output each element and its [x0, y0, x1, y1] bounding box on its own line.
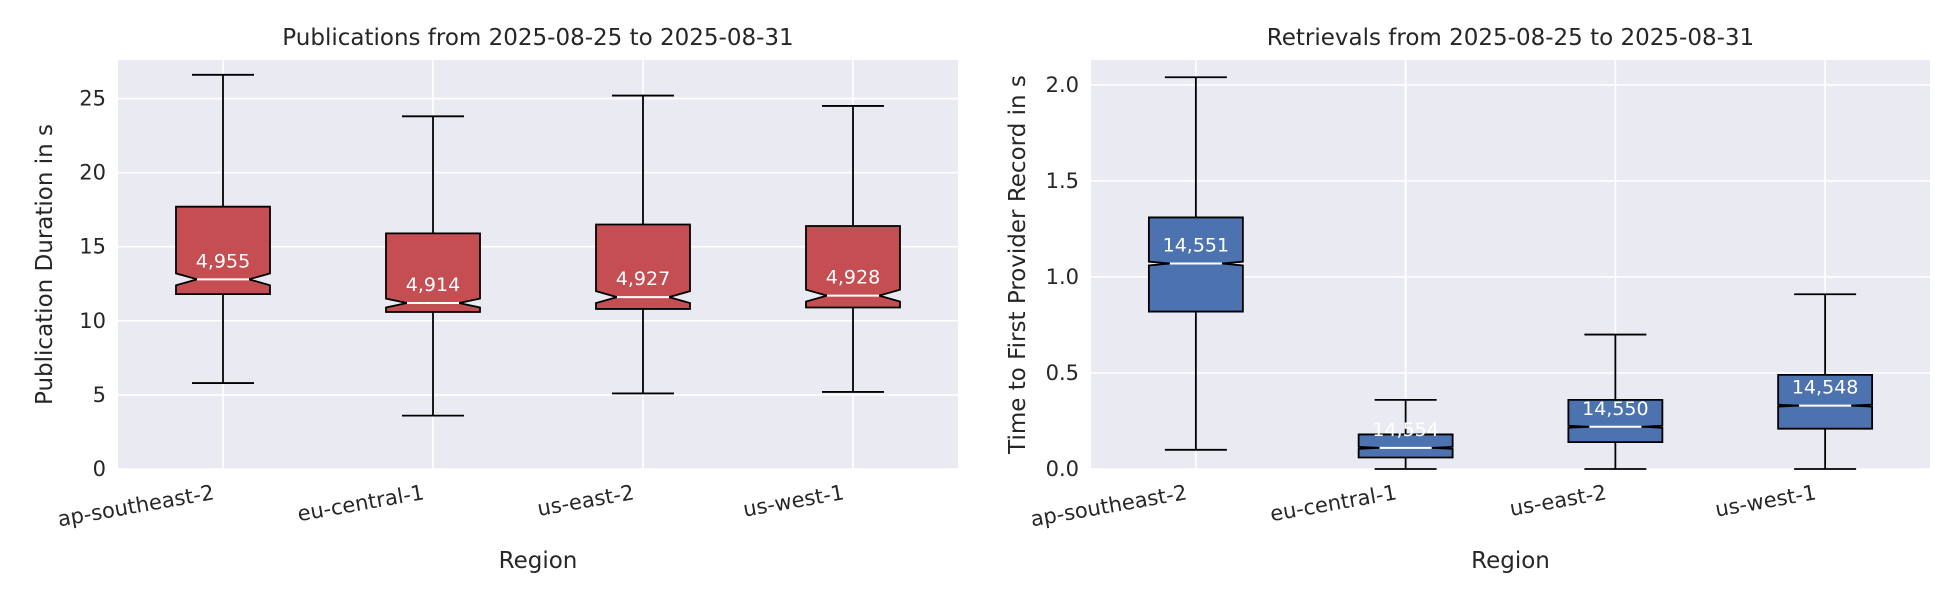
x-tick-label: us-east-2 [535, 480, 635, 521]
y-tick-label: 20 [79, 161, 106, 185]
x-tick-label: eu-central-1 [1268, 480, 1398, 526]
chart-title: Publications from 2025-08-25 to 2025-08-… [282, 25, 793, 51]
x-tick-label: eu-central-1 [296, 480, 426, 526]
box-eu-central-1: 14,554 [1357, 398, 1454, 470]
box-eu-central-1: 4,914 [385, 115, 481, 417]
y-axis-label: Time to First Provider Record in s [1005, 75, 1031, 455]
chart-panel-2: 0.0 0.5 1.0 1.5 2.0 ap-southeast-2 eu-central-… [1005, 25, 1930, 574]
sample-count-label: 14,548 [1792, 377, 1858, 399]
y-tick-label: 25 [79, 87, 106, 111]
box-us-west-1: 4,928 [805, 105, 901, 393]
sample-count-label: 14,554 [1372, 419, 1438, 441]
chart-title: Retrievals from 2025-08-25 to 2025-08-31 [1267, 25, 1754, 51]
y-tick-label: 5 [93, 383, 106, 407]
y-tick-label: 10 [79, 309, 106, 333]
box-body [385, 232, 481, 313]
x-tick-label: us-west-1 [1713, 480, 1818, 521]
box-us-west-1: 14,548 [1777, 293, 1874, 470]
sample-count-label: 4,928 [826, 267, 880, 289]
box-ap-southeast-2: 4,955 [175, 73, 271, 384]
box-us-east-2: 14,550 [1567, 333, 1664, 470]
sample-count-label: 4,955 [196, 250, 250, 272]
y-tick-label: 0 [93, 457, 106, 481]
y-tick-label: 0.0 [1046, 457, 1079, 481]
box-body [805, 225, 901, 309]
x-axis-label: Region [1471, 548, 1550, 574]
box-us-east-2: 4,927 [595, 94, 691, 395]
x-tick-label: ap-southeast-2 [1029, 480, 1189, 531]
y-tick-label: 1.0 [1046, 265, 1079, 289]
sample-count-label: 14,551 [1163, 235, 1229, 257]
y-tick-label: 0.5 [1046, 361, 1079, 385]
box-body [595, 223, 691, 310]
x-tick-label: ap-southeast-2 [56, 480, 216, 531]
x-tick-label: us-west-1 [741, 480, 846, 521]
y-tick-label: 15 [79, 235, 106, 259]
box-body [1777, 374, 1874, 430]
y-tick-label: 2.0 [1046, 73, 1079, 97]
y-axis-label: Publication Duration in s [32, 124, 58, 405]
sample-count-label: 4,927 [616, 268, 670, 290]
sample-count-label: 4,914 [406, 274, 460, 296]
box-body [1357, 433, 1454, 459]
y-tick-label: 1.5 [1046, 169, 1079, 193]
chart-panel-1: 0 5 10 15 20 25 ap-southeast-2 eu-central-1 us-e… [32, 25, 958, 574]
box-body [1567, 398, 1664, 444]
box-body [175, 205, 271, 296]
sample-count-label: 14,550 [1582, 398, 1648, 420]
x-tick-label: us-east-2 [1508, 480, 1608, 521]
box-ap-southeast-2: 14,551 [1147, 76, 1244, 451]
x-axis-label: Region [499, 548, 578, 574]
